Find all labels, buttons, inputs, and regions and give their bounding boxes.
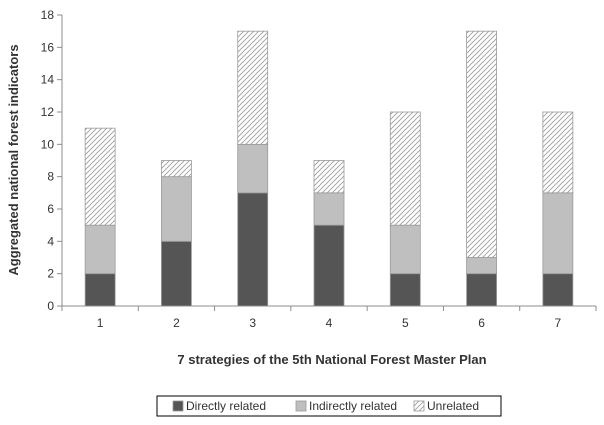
bar-segment-directly-related-2 xyxy=(161,240,192,307)
y-tick-label: 0 xyxy=(47,299,54,313)
x-axis: 1 2 3 4 5 6 7 xyxy=(61,305,597,330)
bar-segment-indirectly-related-5 xyxy=(389,224,421,275)
bar-segment-directly-related-1 xyxy=(84,273,116,307)
y-tick-label: 16 xyxy=(41,40,55,54)
x-tick-label: 4 xyxy=(326,316,333,330)
x-tick-label: 5 xyxy=(402,316,409,330)
y-tick-label: 10 xyxy=(41,137,55,151)
y-axis-title: Aggregated national forest indicators xyxy=(6,44,21,275)
bar-segment-unrelated-3 xyxy=(237,30,269,145)
bar-segment-directly-related-5 xyxy=(389,273,421,307)
bar-segment-unrelated-5 xyxy=(389,111,421,226)
x-tick-label: 1 xyxy=(97,316,104,330)
plot-area xyxy=(84,30,574,307)
y-tick-label: 8 xyxy=(47,170,54,184)
x-tick-label: 2 xyxy=(173,316,180,330)
y-tick-label: 18 xyxy=(41,8,55,22)
y-tick-label: 12 xyxy=(41,105,55,119)
x-tick-label: 6 xyxy=(478,316,485,330)
y-tick-label: 14 xyxy=(41,73,55,87)
bar-segment-unrelated-4 xyxy=(313,160,345,194)
y-tick-label: 6 xyxy=(47,202,54,216)
y-tick-label: 2 xyxy=(47,267,54,281)
x-tick-label: 3 xyxy=(249,316,256,330)
legend-label-indirectly-related: Indirectly related xyxy=(309,399,397,413)
x-axis-title: 7 strategies of the 5th National Forest … xyxy=(177,352,486,367)
bar-segment-directly-related-3 xyxy=(237,192,269,307)
bar-segment-directly-related-6 xyxy=(466,273,497,307)
bar-segment-indirectly-related-6 xyxy=(466,257,497,275)
legend-swatch-indirectly-related xyxy=(295,400,307,412)
bar-segment-directly-related-4 xyxy=(313,224,345,307)
legend: Directly related Indirectly related Unrela… xyxy=(156,395,502,417)
bar-segment-unrelated-6 xyxy=(466,30,497,258)
legend-label-directly-related: Directly related xyxy=(186,399,266,413)
legend-swatch-unrelated xyxy=(413,400,425,412)
y-tick-label: 4 xyxy=(47,234,54,248)
y-axis: 0 2 4 6 8 10 12 14 16 18 xyxy=(41,8,63,313)
legend-label-unrelated: Unrelated xyxy=(427,399,479,413)
bar-segment-indirectly-related-7 xyxy=(542,192,574,275)
bar-segment-unrelated-1 xyxy=(84,127,116,226)
bar-segment-indirectly-related-2 xyxy=(161,176,192,242)
bar-segment-unrelated-2 xyxy=(161,160,192,178)
x-tick-label: 7 xyxy=(555,316,562,330)
bar-segment-indirectly-related-3 xyxy=(237,143,269,194)
legend-swatch-directly-related xyxy=(172,400,184,412)
bar-segment-indirectly-related-4 xyxy=(313,192,345,226)
bar-segment-indirectly-related-1 xyxy=(84,224,116,275)
bar-segment-directly-related-7 xyxy=(542,273,574,307)
bar-segment-unrelated-7 xyxy=(542,111,574,194)
